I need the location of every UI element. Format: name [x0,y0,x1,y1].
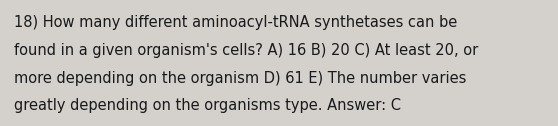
Text: greatly depending on the organisms type. Answer: C: greatly depending on the organisms type.… [14,98,401,113]
Text: 18) How many different aminoacyl-tRNA synthetases can be: 18) How many different aminoacyl-tRNA sy… [14,15,457,30]
Text: found in a given organism's cells? A) 16 B) 20 C) At least 20, or: found in a given organism's cells? A) 16… [14,43,478,58]
Text: more depending on the organism D) 61 E) The number varies: more depending on the organism D) 61 E) … [14,71,466,86]
